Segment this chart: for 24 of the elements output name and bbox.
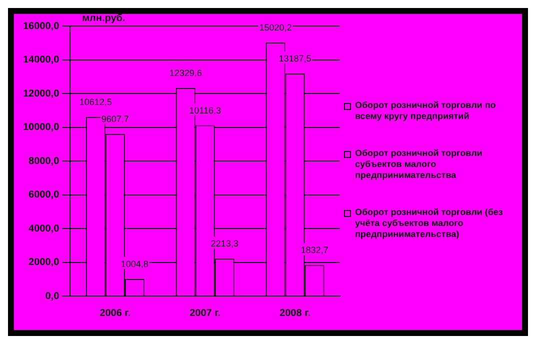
y-tick-label: 0,0: [45, 290, 60, 302]
data-label: 2213,3: [210, 238, 238, 249]
y-tick-label: 8000,0: [28, 156, 60, 167]
text: Оборот розничной торговли по всему кругу предприятий: [355, 100, 497, 122]
y-tick-label: 4000,0: [28, 223, 60, 234]
y-tick-label: 2000,0: [28, 257, 60, 268]
text: Оборот розничной торговли субъектов малого предпринимательства: [355, 148, 484, 181]
data-label: 12329,6: [169, 68, 202, 78]
data-label: 9607,7: [101, 114, 129, 124]
x-tick-label: 2007 г.: [190, 308, 221, 319]
x-tick-label: 2006 г.: [100, 308, 131, 319]
y-tick-label: 14000,0: [22, 54, 60, 66]
data-label: 15020,2: [259, 22, 292, 33]
data-label: 1004,8: [120, 259, 148, 270]
y-tick-label: 10000,0: [22, 122, 60, 133]
data-label: 1832,7: [300, 245, 328, 256]
y-tick-label: 16000,0: [22, 20, 60, 32]
x-tick-label: 2008 г.: [280, 308, 311, 319]
data-label: 13187,5: [278, 53, 312, 64]
data-label: 10116,3: [189, 105, 222, 116]
y-tick-label: 12000,0: [22, 88, 60, 100]
text: Оборот розничной торговли (без учёта субъектов малого предпринимательства): [355, 207, 504, 240]
y-tick-label: 6000,0: [28, 190, 60, 200]
data-label: 10612,5: [79, 96, 112, 107]
